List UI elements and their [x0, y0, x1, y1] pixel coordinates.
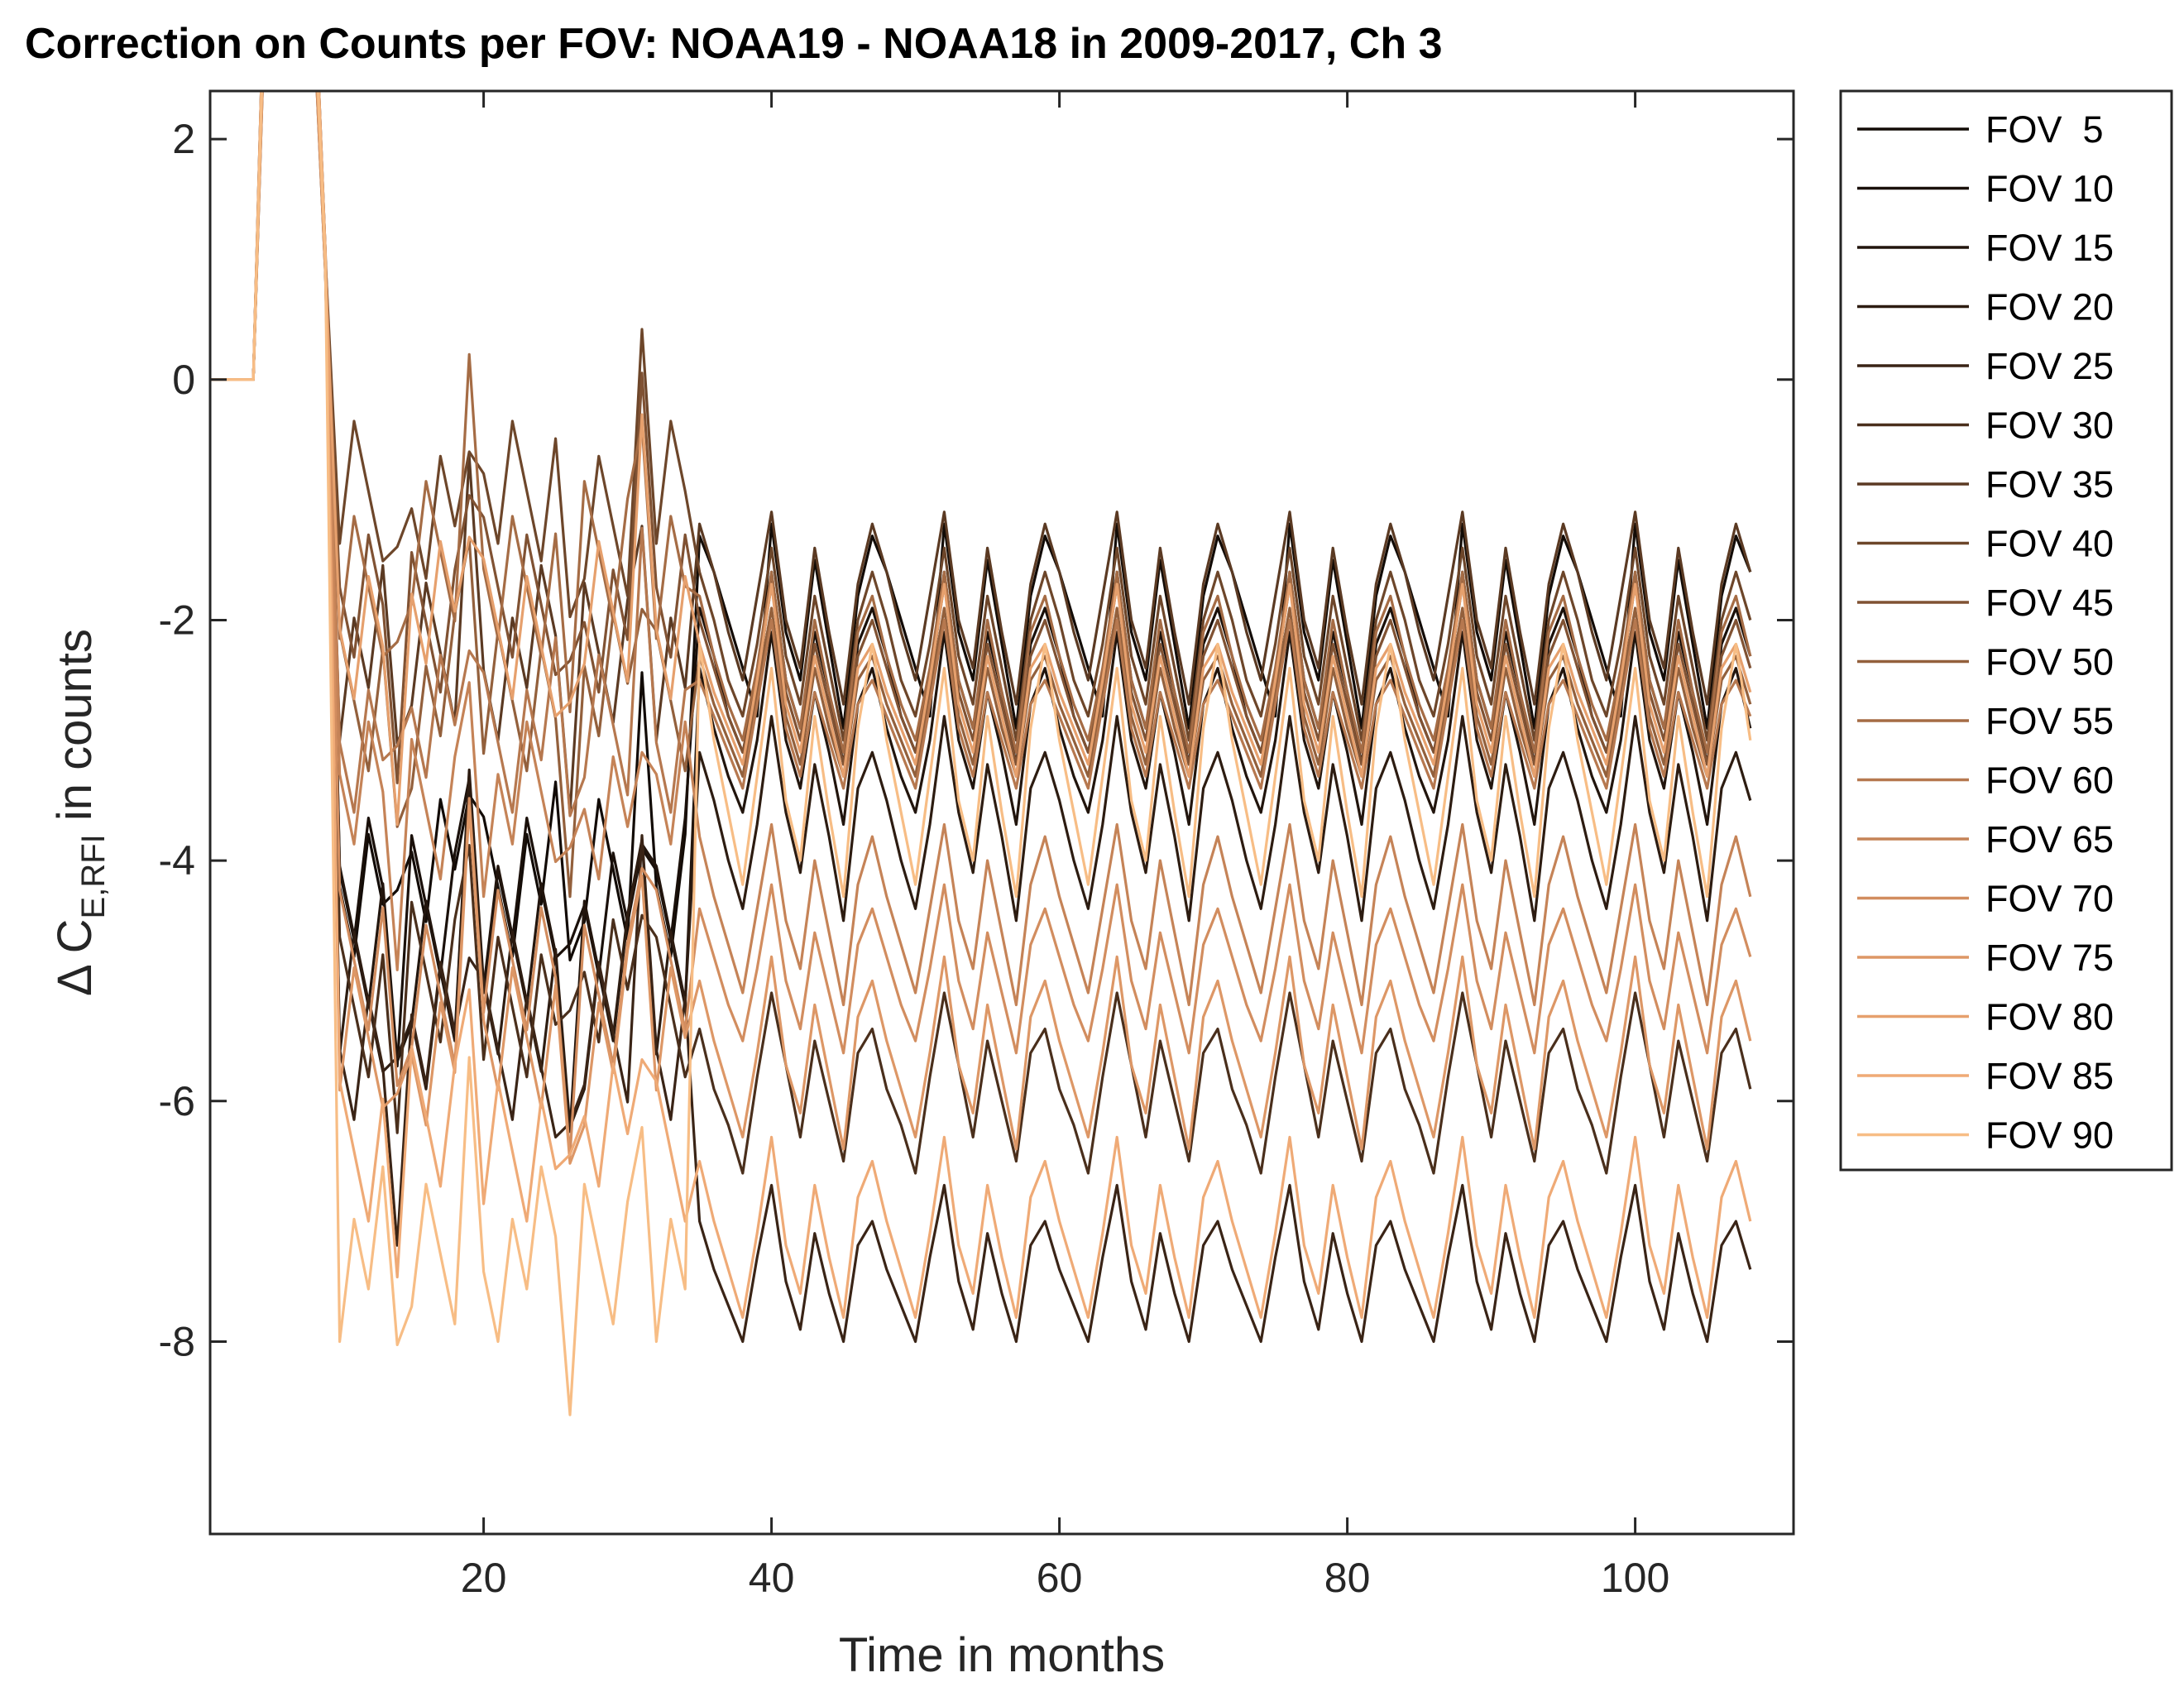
legend-item[interactable]: FOV 5 — [1857, 108, 2104, 151]
y-tick-label: -8 — [159, 1318, 195, 1364]
svg-text:Δ CE,RFI in counts: Δ CE,RFI in counts — [48, 629, 112, 996]
series-line-fov-35 — [210, 91, 1752, 815]
y-tick-label: 2 — [172, 116, 195, 162]
legend-label: FOV 15 — [1985, 227, 2114, 269]
legend-label: FOV 5 — [1985, 108, 2104, 151]
x-tick-label: 100 — [1601, 1555, 1669, 1601]
legend-item[interactable]: FOV 60 — [1857, 760, 2114, 802]
series-line-fov-40 — [210, 91, 1752, 742]
plot-area: 20-2-4-6-8 20 40 60 80 100 — [159, 89, 1795, 1601]
legend-item[interactable]: FOV 70 — [1857, 878, 2114, 920]
legend-item[interactable]: FOV 55 — [1857, 700, 2114, 742]
y-axis-label: Δ CE,RFI in counts — [48, 629, 112, 996]
y-axis-label-tail: in counts — [48, 629, 102, 834]
x-tick-label: 40 — [749, 1555, 795, 1601]
series-line-fov-80 — [210, 91, 1752, 827]
y-tick-label: -4 — [159, 837, 195, 884]
y-tick-label: -6 — [159, 1078, 195, 1124]
x-tick-label: 80 — [1324, 1555, 1371, 1601]
y-axis-label-subscript: E,RFI — [75, 834, 112, 918]
legend-item[interactable]: FOV 40 — [1857, 523, 2114, 565]
series-line-fov-25 — [210, 91, 1752, 1344]
series-line-fov-65 — [210, 91, 1752, 1007]
series-line-fov-75 — [210, 91, 1752, 1165]
legend-item[interactable]: FOV 85 — [1857, 1055, 2114, 1097]
legend-label: FOV 45 — [1985, 582, 2114, 624]
x-axis-label: Time in months — [839, 1628, 1165, 1682]
legend-label: FOV 55 — [1985, 700, 2114, 742]
series-line-fov-20 — [210, 91, 1752, 1129]
y-axis-label-main: Δ C — [48, 918, 102, 996]
legend-label: FOV 50 — [1985, 641, 2114, 683]
legend-item[interactable]: FOV 65 — [1857, 818, 2114, 860]
legend[interactable]: FOV 5 FOV 10 FOV 15 FOV 20 FOV 25 FOV 30 FOV 3… — [1839, 89, 2173, 1172]
legend-item[interactable]: FOV 10 — [1857, 168, 2114, 210]
chart-title: Correction on Counts per FOV: NOAA19 - N… — [25, 20, 1443, 68]
legend-item[interactable]: FOV 45 — [1857, 582, 2114, 624]
series-line-fov-45 — [210, 91, 1752, 784]
x-tick-label: 60 — [1037, 1555, 1083, 1601]
y-axis: 2 0 -2 -4 -6 -8 — [159, 116, 1794, 1364]
x-tick-label: 20 — [461, 1555, 507, 1601]
legend-item[interactable]: FOV 80 — [1857, 996, 2114, 1038]
legend-item[interactable]: FOV 75 — [1857, 937, 2114, 979]
legend-label: FOV 80 — [1985, 996, 2114, 1038]
legend-item[interactable]: FOV 20 — [1857, 286, 2114, 328]
plot-frame — [208, 89, 1795, 1536]
legend-item[interactable]: FOV 35 — [1857, 463, 2114, 506]
legend-label: FOV 65 — [1985, 818, 2114, 860]
legend-label: FOV 20 — [1985, 286, 2114, 328]
series-line-fov-55 — [210, 91, 1752, 754]
legend-label: FOV 35 — [1985, 463, 2114, 506]
y-tick-label: -2 — [159, 597, 195, 643]
x-axis: 20 40 60 80 100 — [461, 91, 1669, 1601]
legend-label: FOV 75 — [1985, 937, 2114, 979]
legend-label: FOV 85 — [1985, 1055, 2114, 1097]
y-tick-label: 0 — [172, 357, 195, 403]
legend-item[interactable]: FOV 15 — [1857, 227, 2114, 269]
legend-item[interactable]: FOV 25 — [1857, 345, 2114, 387]
series-group — [210, 91, 1752, 1416]
legend-box — [1839, 89, 2173, 1172]
legend-label: FOV 70 — [1985, 878, 2114, 920]
legend-label: FOV 60 — [1985, 760, 2114, 802]
legend-label: FOV 25 — [1985, 345, 2114, 387]
legend-label: FOV 90 — [1985, 1114, 2114, 1157]
legend-item[interactable]: FOV 50 — [1857, 641, 2114, 683]
legend-label: FOV 30 — [1985, 405, 2114, 447]
legend-items: FOV 5 FOV 10 FOV 15 FOV 20 FOV 25 FOV 30 FOV 3… — [1857, 108, 2114, 1157]
series-line-fov-90 — [210, 91, 1752, 1416]
legend-label: FOV 10 — [1985, 168, 2114, 210]
legend-label: FOV 40 — [1985, 523, 2114, 565]
legend-item[interactable]: FOV 90 — [1857, 1114, 2114, 1157]
legend-item[interactable]: FOV 30 — [1857, 405, 2114, 447]
series-line-fov-60 — [210, 91, 1752, 817]
series-line-fov-85 — [210, 91, 1752, 1320]
